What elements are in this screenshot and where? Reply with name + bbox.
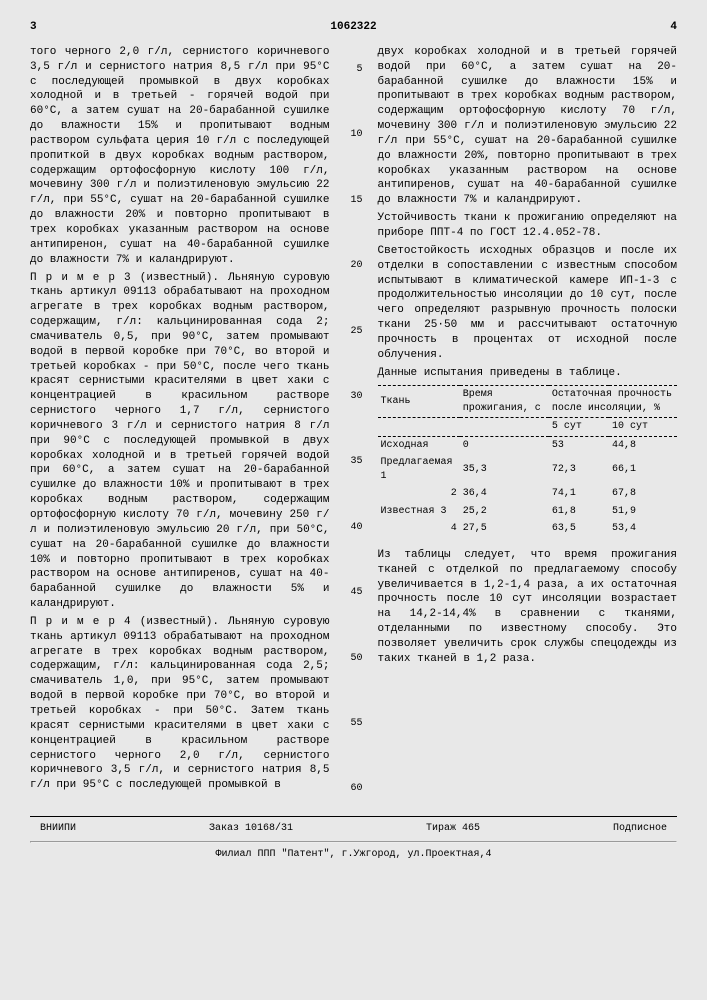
th-5days: 5 сут xyxy=(549,418,609,437)
paragraph: Данные испытания приведены в таблице. xyxy=(378,366,678,381)
footer-address: Филиал ППП "Патент", г.Ужгород, ул.Проек… xyxy=(30,848,677,862)
paragraph-example-3: П р и м е р 3 (известный). Льняную суров… xyxy=(30,271,330,612)
paragraph-conclusion: Из таблицы следует, что время прожигания… xyxy=(378,548,678,667)
th-fabric: Ткань xyxy=(378,386,460,418)
footer-sub: Подписное xyxy=(613,822,667,836)
paragraph: того черного 2,0 г/л, сернистого коричне… xyxy=(30,45,330,268)
line-num: 55 xyxy=(345,717,363,731)
th-strength: Остаточная прочность после инсоляции, % xyxy=(549,386,677,418)
paragraph: Устойчивость ткани к прожиганию определя… xyxy=(378,211,678,241)
line-num: 10 xyxy=(345,128,363,142)
line-num: 30 xyxy=(345,390,363,404)
line-num: 45 xyxy=(345,586,363,600)
column-right: двух коробках холодной и в третьей горяч… xyxy=(378,45,678,796)
line-num: 35 xyxy=(345,455,363,469)
table-subheader-row: 5 сут 10 сут xyxy=(378,418,678,437)
table-row: Известная 3 25,2 61,8 51,9 xyxy=(378,503,678,521)
line-num: 15 xyxy=(345,194,363,208)
footer-order: Заказ 10168/31 xyxy=(209,822,293,836)
paragraph: двух коробках холодной и в третьей горяч… xyxy=(378,45,678,208)
table-row: 4 27,5 63,5 53,4 xyxy=(378,520,678,538)
content-columns: того черного 2,0 г/л, сернистого коричне… xyxy=(30,45,677,796)
line-numbers: 5 10 15 20 25 30 35 40 45 50 55 60 xyxy=(345,45,363,796)
paragraph: Светостойкость исходных образцов и после… xyxy=(378,244,678,363)
table-row: 2 36,4 74,1 67,8 xyxy=(378,485,678,503)
results-table: Ткань Время прожигания, с Остаточная про… xyxy=(378,385,678,538)
line-num: 40 xyxy=(345,521,363,535)
th-burn-time: Время прожигания, с xyxy=(460,386,549,418)
line-num: 50 xyxy=(345,652,363,666)
footer-org: ВНИИПИ xyxy=(40,822,76,836)
footer-tirage: Тираж 465 xyxy=(426,822,480,836)
page-right: 4 xyxy=(670,20,677,35)
line-num: 25 xyxy=(345,325,363,339)
table-header-row: Ткань Время прожигания, с Остаточная про… xyxy=(378,386,678,418)
page-left: 3 xyxy=(30,20,37,35)
document-number: 1062322 xyxy=(37,20,671,35)
line-num: 60 xyxy=(345,782,363,796)
document-footer: ВНИИПИ Заказ 10168/31 Тираж 465 Подписно… xyxy=(30,816,677,861)
table-row: Предлагаемая 1 35,3 72,3 66,1 xyxy=(378,454,678,485)
th-10days: 10 сут xyxy=(609,418,677,437)
document-header: 3 1062322 4 xyxy=(30,20,677,35)
table-row: Исходная 0 53 44,8 xyxy=(378,436,678,454)
column-left: того черного 2,0 г/л, сернистого коричне… xyxy=(30,45,330,796)
line-num: 5 xyxy=(345,63,363,77)
line-num: 20 xyxy=(345,259,363,273)
paragraph-example-4: П р и м е р 4 (известный). Льняную суров… xyxy=(30,615,330,793)
